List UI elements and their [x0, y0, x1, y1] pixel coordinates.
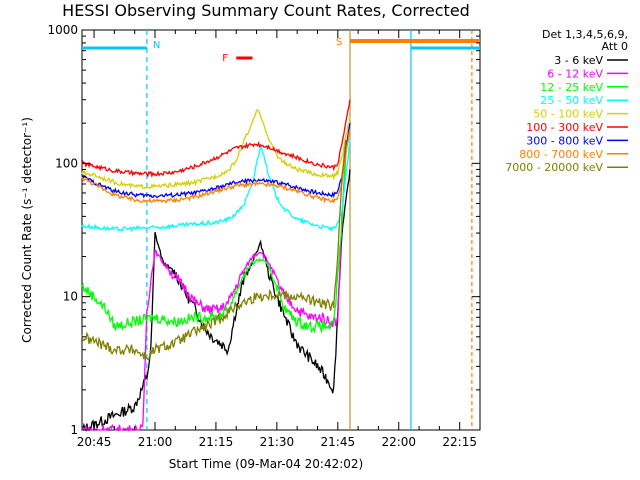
legend-label: 6 - 12 keV [547, 67, 603, 80]
series-line [81, 139, 347, 361]
series-line [81, 123, 351, 199]
chart-title: HESSI Observing Summary Count Rates, Cor… [62, 1, 470, 20]
y-tick-label: 1000 [47, 23, 78, 37]
legend-label: 100 - 300 keV [526, 121, 603, 134]
legend-label: 25 - 50 keV [540, 94, 603, 107]
x-tick-label: 21:45 [321, 435, 356, 449]
flare-marker-label: F [222, 53, 228, 64]
x-tick-label: 22:15 [442, 435, 477, 449]
x-tick-label: 20:45 [77, 435, 112, 449]
legend-label: 50 - 100 keV [533, 108, 603, 121]
y-tick-label: 1 [70, 423, 78, 437]
saa-marker-label: S [336, 37, 342, 48]
observing-markers: N S F [82, 30, 480, 430]
y-axis-label: Corrected Count Rate (s⁻¹ detector⁻¹) [20, 117, 34, 343]
legend-label: 7000 - 20000 keV [505, 161, 603, 174]
legend-header: Att 0 [602, 40, 628, 53]
legend-label: 800 - 7000 keV [519, 148, 603, 161]
series-line [81, 123, 351, 334]
legend-label: 3 - 6 keV [554, 54, 603, 67]
x-tick-label: 21:00 [138, 435, 173, 449]
series-layer [81, 99, 351, 432]
legend-label: 12 - 25 keV [540, 81, 603, 94]
x-tick-label: 22:00 [381, 435, 416, 449]
y-tick-label: 10 [63, 290, 78, 304]
plot-frame [81, 29, 481, 431]
series-line [81, 139, 351, 233]
legend-label: 300 - 800 keV [526, 134, 603, 147]
series-line [81, 169, 351, 432]
series-line [81, 123, 351, 432]
axis-ticks: 20:45 21:00 21:15 21:30 21:45 22:00 22:15 1 10 10… [47, 23, 481, 449]
y-tick-label: 100 [55, 156, 78, 170]
night-marker-label: N [153, 40, 160, 51]
series-line [81, 129, 351, 204]
series-line [81, 109, 351, 190]
x-tick-label: 21:15 [199, 435, 234, 449]
x-tick-label: 21:30 [260, 435, 295, 449]
legend-header: Det 1,3,4,5,6,9, [542, 28, 628, 41]
x-axis-label: Start Time (09-Mar-04 20:42:02) [169, 457, 363, 471]
series-line [81, 99, 351, 179]
